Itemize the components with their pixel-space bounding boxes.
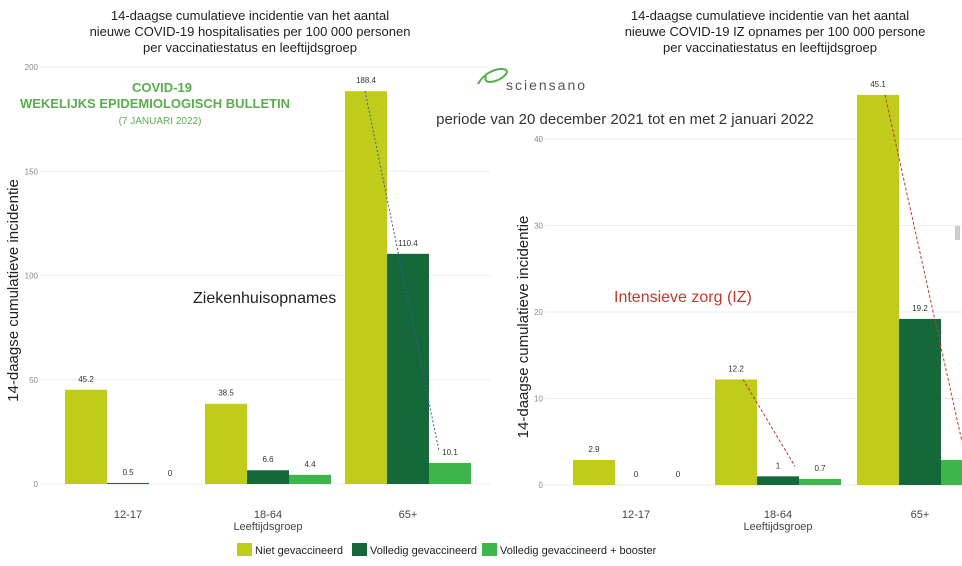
bar: [65, 389, 107, 484]
y-tick-label: 100: [25, 272, 39, 281]
y-tick-label: 50: [29, 376, 38, 385]
trend-arrow: [742, 379, 796, 467]
chart-title-line: 14-daagse cumulatieve incidentie van het…: [111, 8, 389, 23]
bulletin-header: COVID-19 WEKELIJKS EPIDEMIOLOGISCH BULLE…: [20, 80, 290, 127]
chart-hospitalisaties: 14-daagse cumulatieve incidentie van het…: [5, 8, 490, 533]
bar: [757, 476, 799, 485]
value-label: 0: [634, 470, 639, 479]
value-label: 0.5: [122, 468, 134, 477]
bar: [387, 253, 429, 484]
value-label: 6.6: [262, 455, 274, 464]
x-tick-label: 12-17: [114, 509, 142, 521]
chart-title-line: nieuwe COVID-19 IZ opnames per 100 000 p…: [625, 24, 926, 39]
y-tick-label: 0: [539, 481, 544, 490]
value-label: 188.4: [356, 76, 377, 85]
value-label: 19.2: [912, 304, 928, 313]
logo-text: sciensano: [506, 77, 587, 93]
legend-swatch: [352, 543, 367, 556]
value-label: 45.1: [870, 80, 886, 89]
bar: [573, 459, 615, 485]
y-tick-label: 10: [534, 395, 543, 404]
legend-swatch: [482, 543, 497, 556]
period-text: periode van 20 december 2021 tot en met …: [436, 111, 814, 128]
legend-label: Volledig gevaccineerd + booster: [500, 545, 657, 557]
value-label: 45.2: [78, 375, 94, 384]
scrollbar[interactable]: [955, 226, 960, 240]
chart-title-line: 14-daagse cumulatieve incidentie van het…: [631, 8, 909, 23]
value-label: 38.5: [218, 389, 234, 398]
bar: [899, 318, 941, 485]
bar: [857, 94, 899, 485]
chart-title-line: nieuwe COVID-19 hospitalisaties per 100 …: [90, 24, 411, 39]
x-axis-title: Leeftijdsgroep: [233, 521, 302, 533]
value-label: 0.7: [814, 464, 826, 473]
y-tick-label: 20: [534, 308, 543, 317]
bulletin-line: (7 JANUARI 2022): [119, 116, 202, 127]
chart-title-line: per vaccinatiestatus en leeftijdsgroep: [143, 40, 357, 55]
bulletin-line: COVID-19: [132, 80, 192, 95]
y-tick-label: 150: [25, 167, 39, 176]
bar: [107, 482, 149, 484]
x-tick-label: 65+: [911, 509, 930, 521]
legend-swatch: [237, 543, 252, 556]
trend-arrow: [364, 91, 440, 452]
value-label: 0: [168, 469, 173, 478]
y-tick-label: 200: [25, 63, 39, 72]
bar: [941, 459, 962, 485]
legend-label: Niet gevaccineerd: [255, 545, 343, 557]
y-tick-label: 30: [534, 222, 543, 231]
y-tick-label: 40: [534, 135, 543, 144]
chart-iz: 14-daagse cumulatieve incidentie van het…: [515, 8, 962, 533]
sciensano-logo: sciensano: [477, 67, 587, 93]
bar: [429, 462, 471, 484]
x-axis-title: Leeftijdsgroep: [743, 521, 812, 533]
bar: [247, 470, 289, 484]
bar: [205, 403, 247, 484]
y-axis-title: 14-daagse cumulatieve incidentie: [515, 216, 532, 439]
chart-title-line: per vaccinatiestatus en leeftijdsgroep: [663, 40, 877, 55]
value-label: 0: [676, 470, 681, 479]
trend-arrow: [884, 94, 962, 442]
value-label: 2.9: [588, 445, 600, 454]
logo-leaf-icon: [477, 67, 508, 85]
x-tick-label: 18-64: [254, 509, 282, 521]
x-tick-label: 18-64: [764, 509, 792, 521]
bar: [799, 478, 841, 485]
y-axis-title: 14-daagse cumulatieve incidentie: [5, 179, 22, 402]
value-label: 12.2: [728, 364, 744, 373]
value-label: 4.4: [304, 460, 316, 469]
annotation-iz: Intensieve zorg (IZ): [614, 289, 752, 306]
bulletin-line: WEKELIJKS EPIDEMIOLOGISCH BULLETIN: [20, 96, 290, 111]
legend: Niet gevaccineerd Volledig gevaccineerd Vo…: [237, 543, 657, 557]
value-label: 110.4: [398, 239, 418, 248]
value-label: 1: [776, 461, 781, 470]
bar: [289, 474, 331, 484]
bar: [345, 91, 387, 484]
y-tick-label: 0: [34, 480, 39, 489]
annotation-ziekenhuis: Ziekenhuisopnames: [193, 290, 336, 307]
x-tick-label: 12-17: [622, 509, 650, 521]
value-label: 10.1: [442, 448, 458, 457]
legend-label: Volledig gevaccineerd: [370, 545, 477, 557]
x-tick-label: 65+: [399, 509, 418, 521]
bar: [715, 379, 757, 485]
